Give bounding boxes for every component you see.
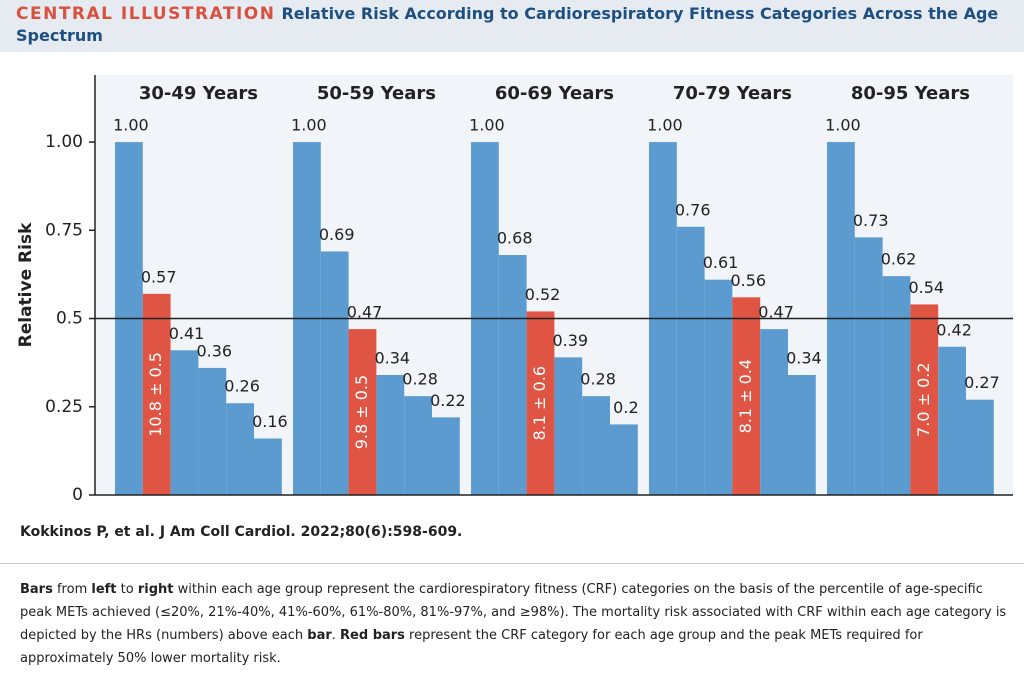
y-tick-label: 0.5 (56, 309, 83, 329)
bar (254, 438, 282, 495)
value-label: 0.76 (675, 200, 711, 219)
y-axis-label: Relative Risk (16, 222, 36, 347)
value-label: 0.42 (936, 320, 972, 339)
bar (788, 375, 816, 495)
value-label: 0.56 (730, 271, 766, 290)
caption-run: left (91, 582, 117, 597)
bar (910, 304, 939, 495)
y-tick-label: 0.75 (45, 220, 83, 240)
caption-run: Bars (20, 582, 53, 597)
caption-run: Red bars (340, 628, 405, 643)
group-label: 80-95 Years (851, 83, 970, 104)
value-label: 0.16 (252, 412, 288, 431)
value-label: 0.68 (497, 229, 533, 248)
value-label: 0.36 (196, 341, 232, 360)
bar-label: 10.8 ± 0.5 (146, 352, 165, 437)
bar (854, 237, 883, 495)
value-label: 0.28 (402, 370, 438, 389)
caption: Bars from left to right within each age … (20, 578, 1010, 670)
value-label: 0.27 (964, 373, 1000, 392)
value-label: 0.47 (347, 303, 383, 322)
bar (320, 251, 349, 495)
caption-run: . (331, 628, 341, 643)
bar-label: 8.1 ± 0.6 (530, 366, 549, 440)
value-label: 0.62 (881, 250, 917, 269)
group-label: 50-59 Years (317, 83, 436, 104)
bar (882, 276, 911, 495)
separator (0, 563, 1024, 564)
value-label: 0.61 (703, 253, 739, 272)
caption-run: from (52, 582, 92, 597)
value-label: 1.00 (647, 116, 683, 135)
bar (732, 297, 761, 495)
bar (554, 357, 583, 495)
group-label: 60-69 Years (495, 83, 614, 104)
value-label: 0.2 (613, 398, 638, 417)
bar-label: 9.8 ± 0.5 (352, 375, 371, 449)
value-label: 0.39 (552, 331, 588, 350)
bar (432, 417, 460, 495)
header: CENTRAL ILLUSTRATION Relative Risk Accord… (0, 0, 1024, 52)
value-label: 0.52 (525, 285, 561, 304)
bar (610, 424, 638, 495)
caption-run: within each age group represent the card… (20, 582, 1007, 643)
caption-run: to (116, 582, 138, 597)
value-label: 0.22 (430, 391, 466, 410)
bar (198, 367, 227, 495)
value-label: 1.00 (469, 116, 505, 135)
value-label: 0.73 (853, 211, 889, 230)
caption-run: right (137, 582, 174, 597)
bar (226, 403, 254, 495)
bar (498, 255, 527, 495)
bar-label: 8.1 ± 0.4 (736, 359, 755, 433)
value-label: 0.69 (319, 225, 355, 244)
y-tick-label: 0 (72, 485, 83, 505)
chart: Relative Risk 0 0.25 0.5 0.75 1.00 30-49 Year… (16, 75, 1013, 505)
value-label: 0.34 (374, 349, 410, 368)
value-label: 0.41 (169, 324, 205, 343)
kicker: CENTRAL ILLUSTRATION (16, 4, 276, 24)
bar (760, 329, 788, 495)
bar (376, 375, 405, 495)
bar (582, 396, 610, 495)
y-tick-label: 0.25 (45, 397, 83, 417)
value-label: 0.54 (908, 278, 944, 297)
caption-run: represent the CRF category for each age … (20, 628, 923, 666)
caption-run: bar (307, 628, 332, 643)
y-tick-label: 1.00 (45, 132, 83, 152)
value-label: 0.26 (224, 377, 260, 396)
title: Relative Risk According to Cardiorespira… (16, 4, 999, 45)
bar (526, 311, 555, 495)
value-label: 1.00 (825, 116, 861, 135)
bar (404, 396, 432, 495)
bar (966, 399, 994, 495)
bar (170, 350, 199, 495)
value-label: 0.34 (786, 349, 822, 368)
bar (142, 293, 171, 495)
bar (704, 279, 733, 495)
bar (676, 226, 705, 495)
value-label: 1.00 (113, 116, 149, 135)
value-label: 0.47 (758, 303, 794, 322)
citation: Kokkinos P, et al. J Am Coll Cardiol. 20… (20, 524, 463, 540)
bar (938, 346, 966, 495)
bar-label: 7.0 ± 0.2 (914, 362, 933, 436)
value-label: 1.00 (291, 116, 327, 135)
value-label: 0.57 (141, 267, 177, 286)
value-label: 0.28 (580, 370, 616, 389)
group-label: 30-49 Years (139, 83, 258, 104)
bar (348, 329, 377, 495)
group-label: 70-79 Years (673, 83, 792, 104)
